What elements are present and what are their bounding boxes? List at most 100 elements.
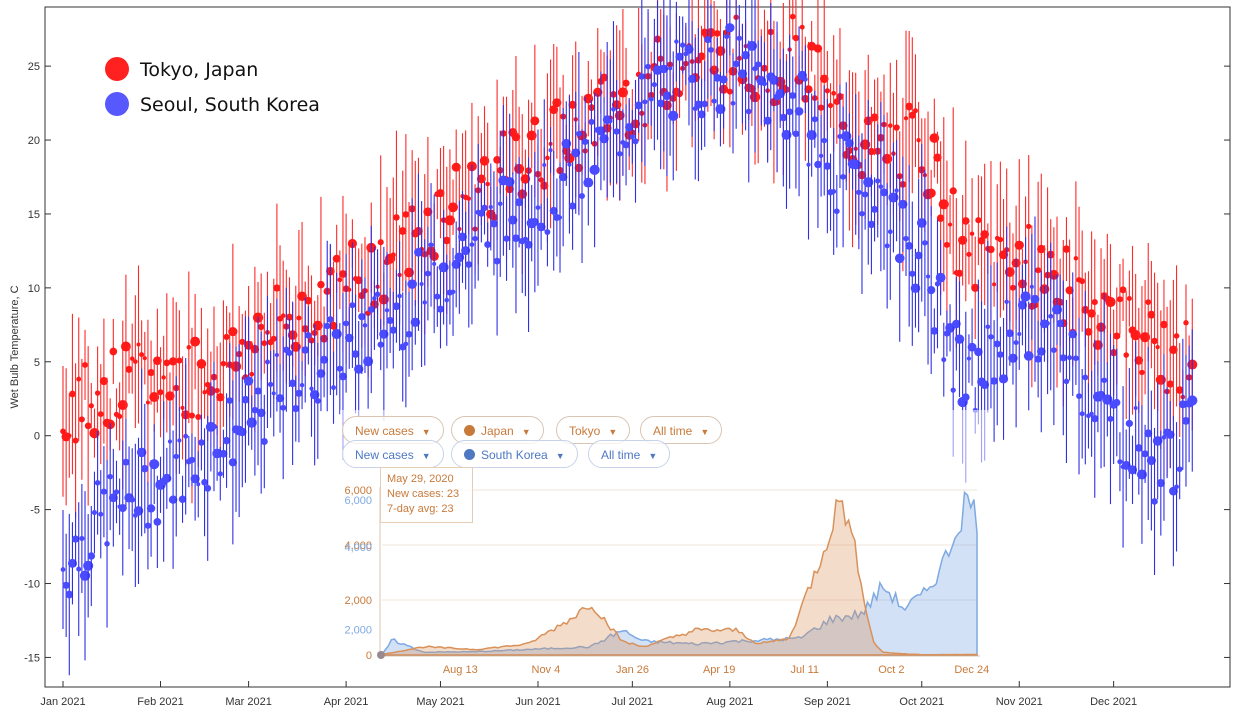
y-tick-label-0: 25 <box>28 61 40 73</box>
seoul-point <box>779 113 788 122</box>
seoul-point <box>732 60 740 68</box>
seoul-point <box>736 35 742 41</box>
tokyo-point <box>196 359 207 369</box>
tokyo-point <box>153 356 162 366</box>
seoul-point <box>1089 411 1094 416</box>
seoul-point <box>553 213 561 221</box>
seoul-point <box>424 270 431 277</box>
tokyo-point <box>133 359 138 364</box>
time-select-japan[interactable]: All time ▼ <box>640 416 723 444</box>
tokyo-point <box>1004 267 1015 277</box>
tokyo-point <box>347 287 352 292</box>
tokyo-point <box>617 87 628 98</box>
tokyo-point <box>583 93 594 104</box>
seoul-point <box>544 229 551 235</box>
seoul-point <box>530 218 539 227</box>
seoul-point <box>60 567 66 572</box>
seoul-point <box>1017 332 1022 337</box>
seoul-point <box>786 108 793 116</box>
seoul-point <box>845 138 854 148</box>
country-select-korea[interactable]: South Korea ▼ <box>451 440 578 468</box>
tokyo-point <box>1116 296 1123 303</box>
seoul-point <box>568 202 577 210</box>
x-tick-label-7: Aug 2021 <box>706 696 753 708</box>
seoul-point <box>1034 355 1042 363</box>
tokyo-point <box>1169 345 1178 355</box>
seoul-point <box>850 159 861 170</box>
seoul-point <box>1161 435 1167 440</box>
seoul-point <box>954 334 965 344</box>
seoul-point <box>674 39 679 44</box>
tokyo-point <box>943 241 950 248</box>
seoul-point <box>905 241 914 250</box>
seoul-point <box>1005 329 1014 338</box>
metric-select-japan[interactable]: New cases ▼ <box>342 416 444 444</box>
tokyo-point <box>190 336 201 347</box>
tokyo-point <box>214 387 220 394</box>
seoul-point <box>935 272 946 283</box>
seoul-point <box>548 148 553 153</box>
tokyo-point <box>1092 340 1103 350</box>
inset-x-tick-1: Nov 4 <box>532 664 561 676</box>
region-select-tokyo[interactable]: Tokyo ▼ <box>556 416 631 444</box>
tokyo-point <box>377 239 384 246</box>
seoul-point <box>428 242 434 248</box>
seoul-point <box>990 377 998 385</box>
tokyo-point <box>393 214 400 221</box>
seoul-point <box>362 323 368 328</box>
seoul-point <box>1052 304 1062 315</box>
y-tick-label-7: -10 <box>24 579 40 591</box>
tokyo-point <box>600 73 609 82</box>
legend-label-seoul: Seoul, South Korea <box>140 94 320 116</box>
seoul-point <box>256 408 266 418</box>
seoul-point <box>358 312 366 321</box>
time-select-korea[interactable]: All time ▼ <box>588 440 671 468</box>
tokyo-point <box>1091 299 1098 306</box>
seoul-point <box>909 270 916 277</box>
seoul-point <box>336 365 343 372</box>
tokyo-point <box>120 341 131 352</box>
seoul-point <box>1134 444 1143 452</box>
tokyo-point <box>813 44 823 53</box>
seoul-point <box>622 141 630 149</box>
seoul-point <box>76 566 82 572</box>
seoul-point <box>292 405 300 413</box>
tokyo-point <box>792 34 800 42</box>
seoul-point <box>781 129 792 140</box>
seoul-point <box>588 118 595 125</box>
tokyo-point <box>280 313 286 319</box>
seoul-point <box>941 357 947 363</box>
seoul-point <box>299 382 305 388</box>
seoul-point <box>856 189 862 196</box>
seoul-point <box>379 329 389 339</box>
seoul-point <box>894 188 899 193</box>
chevron-down-icon: ▼ <box>521 427 531 437</box>
seoul-point <box>432 261 437 266</box>
country-select-japan[interactable]: Japan ▼ <box>451 416 544 444</box>
seoul-point <box>288 379 297 388</box>
tokyo-point <box>819 74 829 84</box>
tokyo-point <box>726 88 733 95</box>
seoul-point <box>450 289 456 295</box>
seoul-point <box>243 376 254 386</box>
inset-x-tick-3: Apr 19 <box>703 664 735 676</box>
tokyo-point <box>709 65 719 75</box>
metric-select-korea[interactable]: New cases ▼ <box>342 440 444 468</box>
seoul-point <box>301 346 309 354</box>
tokyo-point <box>804 85 813 94</box>
tokyo-point <box>938 199 949 210</box>
seoul-point <box>629 134 635 140</box>
tokyo-point <box>180 405 185 410</box>
tokyo-point <box>903 116 909 121</box>
seoul-point <box>934 281 941 287</box>
x-tick-label-2: Mar 2021 <box>225 696 271 708</box>
seoul-point <box>1133 405 1138 410</box>
tokyo-point <box>390 252 396 258</box>
x-tick-label-9: Oct 2021 <box>899 696 944 708</box>
tokyo-point <box>436 189 445 198</box>
tokyo-point <box>511 132 521 142</box>
seoul-point <box>477 209 485 217</box>
x-tick-label-11: Dec 2021 <box>1090 696 1137 708</box>
seoul-point <box>324 322 331 330</box>
y-axis-label: Wet Bulb Temperature, C <box>9 285 21 408</box>
